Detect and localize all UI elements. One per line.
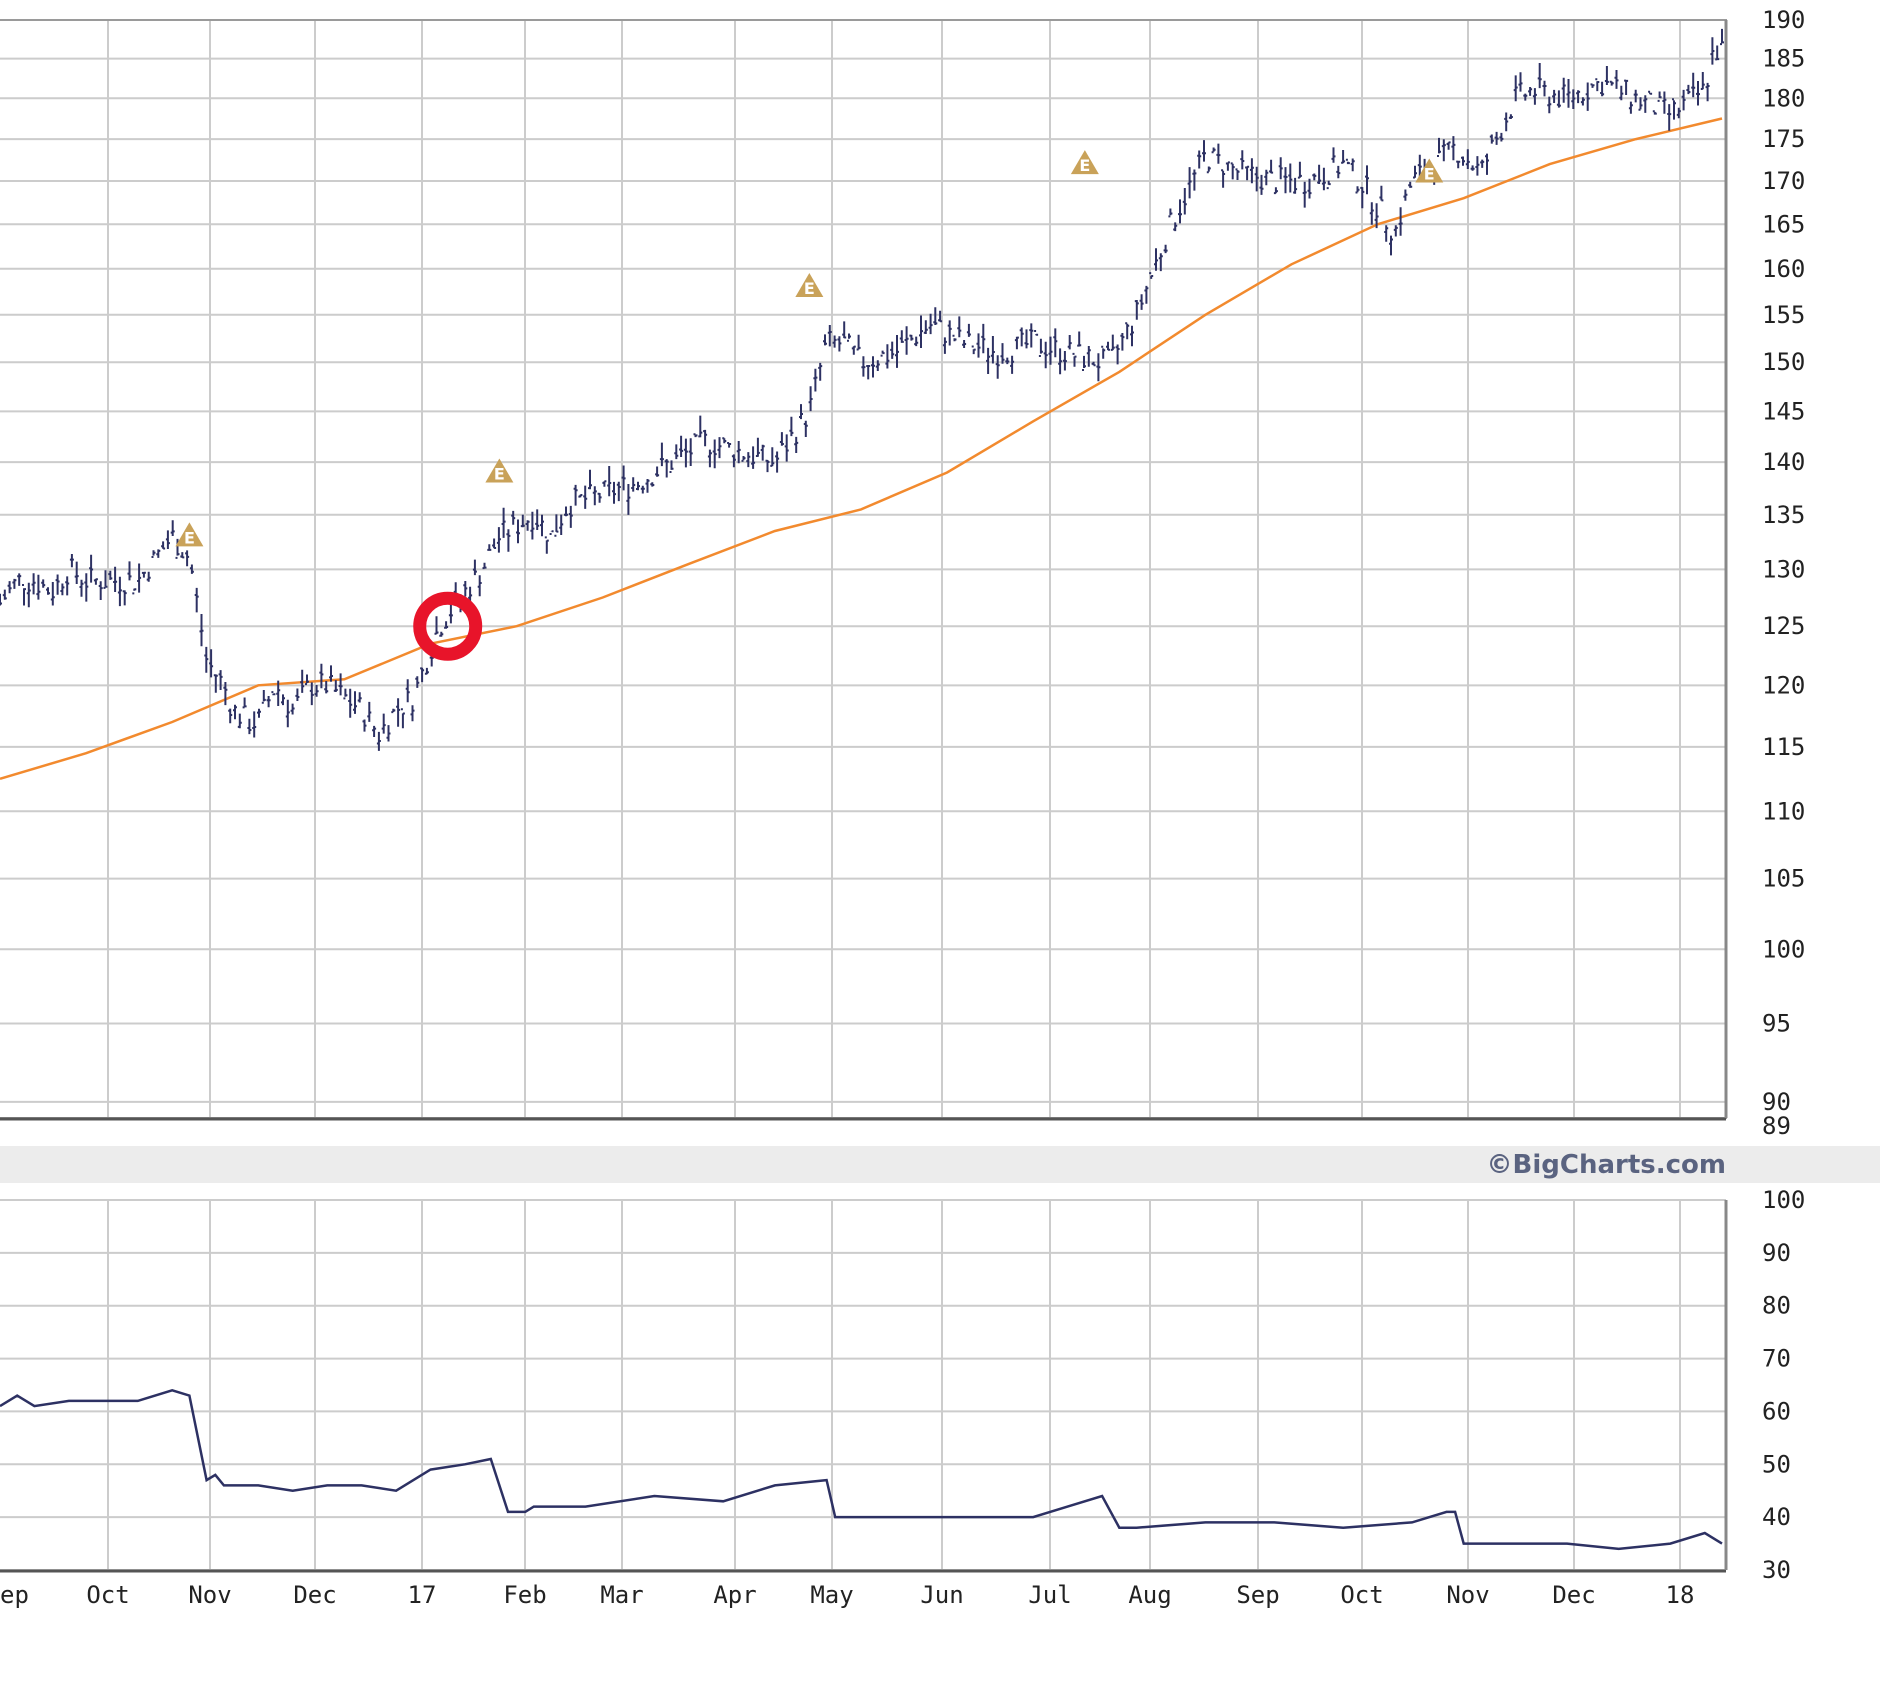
x-tick-label: ep: [0, 1581, 29, 1609]
price-y-tick-label: 150: [1762, 348, 1805, 376]
price-y-tick-label: 185: [1762, 45, 1805, 73]
price-y-tick-label: 100: [1762, 935, 1805, 963]
highlight-circle: [413, 591, 483, 661]
price-y-tick-label: 170: [1762, 167, 1805, 195]
price-y-tick-label: 90: [1762, 1088, 1791, 1116]
earnings-marker-label: E: [804, 279, 815, 298]
price-y-tick-label: 165: [1762, 210, 1805, 238]
x-tick-label: 18: [1666, 1581, 1695, 1609]
x-tick-label: 17: [408, 1581, 437, 1609]
price-y-tick-label: 95: [1762, 1010, 1791, 1038]
earnings-marker-icon: [175, 522, 204, 547]
grid-layer: [0, 19, 1728, 1573]
earnings-marker-icon: [1415, 158, 1444, 183]
earnings-marker-label: E: [1079, 156, 1090, 175]
x-tick-label: May: [810, 1581, 853, 1609]
earnings-markers: E E E E E: [175, 150, 1444, 661]
x-tick-label: Jun: [920, 1581, 963, 1609]
x-tick-label: Dec: [1552, 1581, 1595, 1609]
indicator-y-tick-label: 70: [1762, 1345, 1791, 1373]
earnings-marker-icon: [1070, 150, 1099, 175]
earnings-marker-label: E: [1424, 165, 1435, 184]
indicator-y-tick-label: 60: [1762, 1397, 1791, 1425]
indicator-line: [0, 1388, 1723, 1551]
price-y-tick-label: 145: [1762, 397, 1805, 425]
band-rect: [0, 1146, 1880, 1183]
earnings-marker-icon: [485, 458, 514, 483]
x-tick-label: Dec: [293, 1581, 336, 1609]
price-y-tick-label: 190: [1762, 6, 1805, 34]
x-tick-label: Apr: [713, 1581, 756, 1609]
price-bars: [0, 28, 1724, 751]
series-layer: [0, 28, 1724, 1551]
indicator-y-tick-label: 90: [1762, 1239, 1791, 1267]
earnings-marker-2: E: [485, 458, 514, 484]
price-y-tick-label: 175: [1762, 125, 1805, 153]
earnings-marker-label: E: [184, 528, 195, 547]
price-y-tick-label: 105: [1762, 865, 1805, 893]
price-y-tick-label: 135: [1762, 501, 1805, 529]
price-y-tick-label: 125: [1762, 612, 1805, 640]
earnings-marker-3: E: [795, 273, 824, 298]
x-tick-label: Feb: [503, 1581, 546, 1609]
axis-labels: 190 185 180 175 170 165 160 155 150 145 140 135 130 1…: [0, 6, 1805, 1609]
indicator-y-tick-label: 40: [1762, 1503, 1791, 1531]
earnings-marker-label: E: [494, 465, 505, 484]
price-y-tick-label: 120: [1762, 671, 1805, 699]
x-tick-label: Mar: [600, 1581, 643, 1609]
price-y-tick-label: 140: [1762, 448, 1805, 476]
x-tick-label: Nov: [188, 1581, 231, 1609]
x-tick-label: Oct: [1340, 1581, 1383, 1609]
separator-band: [0, 1146, 1880, 1183]
x-tick-label: Oct: [86, 1581, 129, 1609]
indicator-y-tick-label: 100: [1762, 1186, 1805, 1214]
earnings-marker-1: E: [175, 522, 204, 547]
price-y-tick-label: 180: [1762, 84, 1805, 112]
x-tick-label: Aug: [1128, 1581, 1171, 1609]
moving-average-line: [0, 117, 1723, 780]
price-y-tick-label: 155: [1762, 301, 1805, 329]
price-y-tick-label: 160: [1762, 255, 1805, 283]
earnings-marker-icon: [795, 273, 824, 298]
x-tick-label: Sep: [1236, 1581, 1279, 1609]
price-y-tick-label: 89: [1762, 1112, 1791, 1140]
indicator-y-tick-label: 50: [1762, 1450, 1791, 1478]
x-tick-label: Jul: [1028, 1581, 1071, 1609]
x-tick-label: Nov: [1446, 1581, 1489, 1609]
price-y-tick-label: 130: [1762, 555, 1805, 583]
earnings-marker-4: E: [1070, 150, 1099, 175]
indicator-y-tick-label: 30: [1762, 1556, 1791, 1584]
price-y-tick-label: 115: [1762, 733, 1805, 761]
brand-watermark: ©BigCharts.com: [1487, 1150, 1726, 1180]
indicator-y-tick-label: 80: [1762, 1292, 1791, 1320]
price-y-tick-label: 110: [1762, 797, 1805, 825]
earnings-marker-5: E: [1415, 158, 1444, 184]
